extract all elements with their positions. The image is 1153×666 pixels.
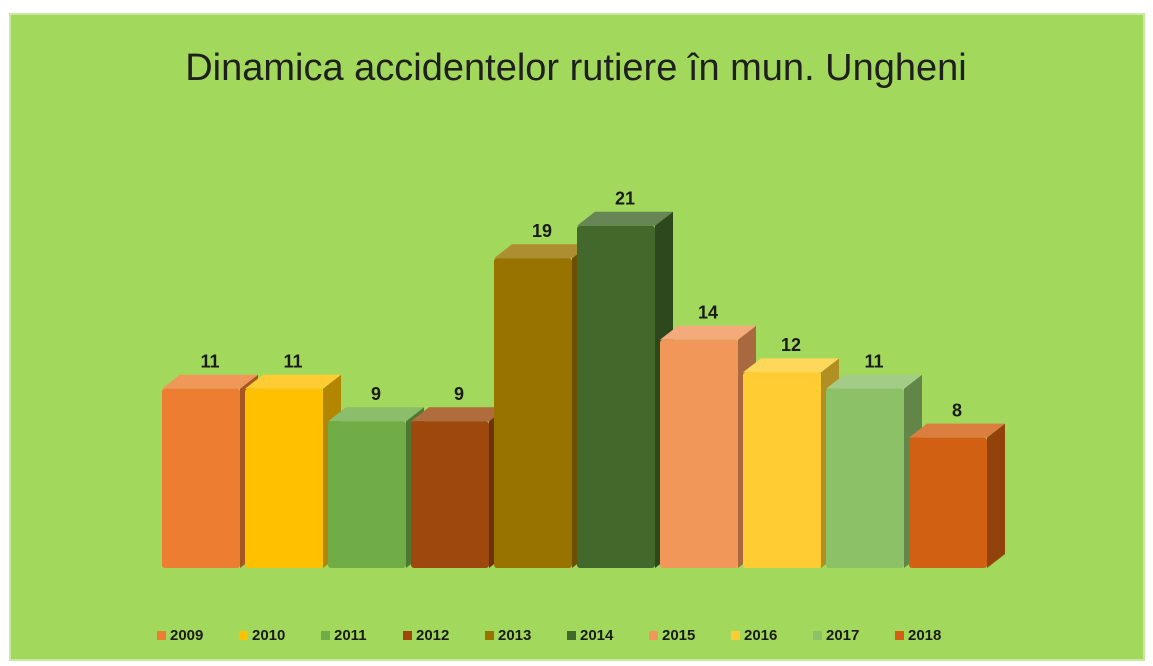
bar-front	[909, 437, 987, 568]
bar	[245, 374, 341, 568]
bar-side-shade	[987, 423, 1005, 568]
bar-side	[987, 423, 1005, 568]
data-label: 11	[200, 351, 219, 371]
bar-top	[743, 358, 839, 373]
data-label: 11	[283, 351, 302, 371]
legend-label: 2012	[416, 627, 449, 644]
legend-swatch	[731, 631, 740, 640]
bar-top	[162, 374, 258, 389]
data-label: 19	[532, 221, 552, 241]
bar-front	[660, 339, 738, 568]
bar-top-shade	[162, 374, 258, 389]
bar	[909, 423, 1005, 568]
bar-top-shade	[245, 374, 341, 389]
legend-swatch	[157, 631, 166, 640]
legend-swatch	[321, 631, 330, 640]
bar-top-shade	[577, 211, 673, 226]
bar-top	[909, 423, 1005, 438]
bar	[660, 325, 756, 568]
legend-label: 2018	[908, 627, 941, 644]
legend-label: 2014	[580, 627, 614, 644]
bar-top	[660, 325, 756, 340]
bar-front	[577, 225, 655, 568]
bar-top-shade	[494, 244, 590, 259]
data-label: 12	[781, 335, 801, 355]
legend-swatch	[485, 631, 494, 640]
legend-swatch	[813, 631, 822, 640]
bar-front	[494, 258, 572, 568]
legend-swatch	[895, 631, 904, 640]
bar	[743, 358, 839, 568]
legend-label: 2011	[334, 627, 367, 644]
bar-front	[245, 388, 323, 568]
legend-label: 2013	[498, 627, 531, 644]
bar-top	[577, 211, 673, 226]
data-label: 9	[454, 384, 464, 404]
data-label: 8	[952, 400, 962, 420]
bar-top-shade	[328, 407, 424, 422]
bar	[162, 374, 258, 568]
legend-swatch	[649, 631, 658, 640]
bar-top-shade	[411, 407, 507, 422]
legend-label: 2009	[170, 627, 203, 644]
data-label: 11	[864, 351, 883, 371]
bar-top	[328, 407, 424, 422]
bar-front	[411, 421, 489, 568]
bar-top-shade	[660, 325, 756, 340]
bar-front	[328, 421, 406, 568]
data-label: 14	[698, 303, 718, 323]
data-label: 9	[371, 384, 381, 404]
bar-top	[245, 374, 341, 389]
bar-top	[494, 244, 590, 259]
bar	[494, 244, 590, 569]
data-label: 21	[615, 188, 635, 208]
bar	[577, 211, 673, 568]
legend-swatch	[239, 631, 248, 640]
legend-label: 2017	[826, 627, 859, 644]
legend-swatch	[403, 631, 412, 640]
chart-title: Dinamica accidentelor rutiere în mun. Un…	[185, 47, 967, 89]
bar	[411, 407, 507, 568]
bar-top	[826, 374, 922, 389]
legend-label: 2010	[252, 627, 285, 644]
bar-top-shade	[743, 358, 839, 373]
legend-label: 2016	[744, 627, 777, 644]
legend-swatch	[567, 631, 576, 640]
bar	[328, 407, 424, 568]
bar-top-shade	[909, 423, 1005, 438]
bar-top-shade	[826, 374, 922, 389]
bar-front	[826, 388, 904, 568]
bar-top	[411, 407, 507, 422]
bar-front	[162, 388, 240, 568]
bar-front	[743, 372, 821, 568]
bar	[826, 374, 922, 568]
legend-label: 2015	[662, 627, 695, 644]
